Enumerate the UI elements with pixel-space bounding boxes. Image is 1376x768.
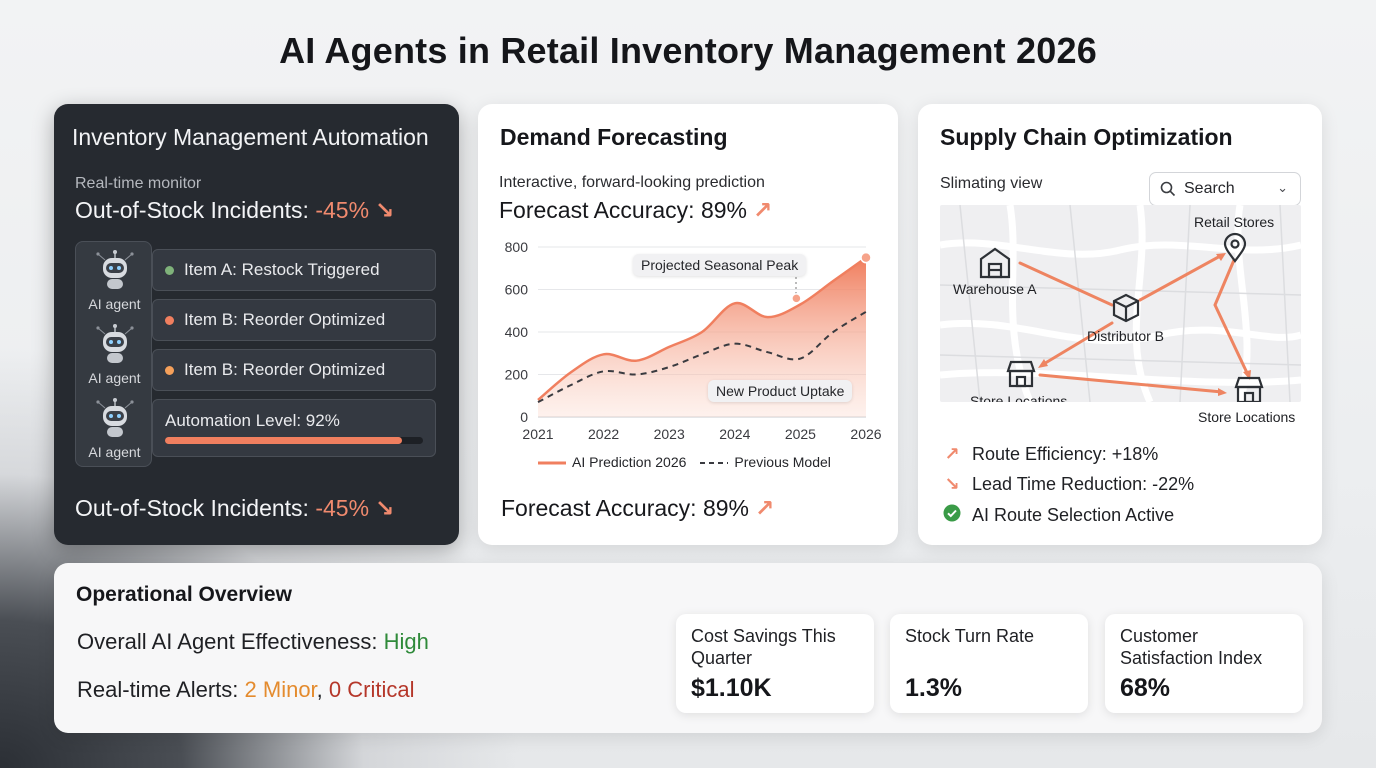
effectiveness-value: High <box>383 629 429 654</box>
automation-level: Automation Level: 92% <box>152 399 436 457</box>
inventory-title: Inventory Management Automation <box>72 124 429 150</box>
metric-ai-route: AI Route Selection Active <box>942 504 1174 527</box>
alerts-critical: 0 Critical <box>328 677 415 702</box>
trend-up-icon: ↗ <box>755 495 775 521</box>
alerts-minor: 2 Minor <box>244 677 317 702</box>
x-tick-label: 2025 <box>785 426 816 442</box>
label-distributor: Distributor B <box>1087 328 1165 344</box>
item-row-3[interactable]: Item B: Reorder Optimized <box>152 349 436 391</box>
item-row-2[interactable]: Item B: Reorder Optimized <box>152 299 436 341</box>
x-tick-label: 2024 <box>719 426 750 442</box>
robot-icon <box>95 324 134 363</box>
callout-seasonal-peak: Projected Seasonal Peak <box>633 254 807 276</box>
status-dot <box>165 315 174 325</box>
x-tick-label: 2022 <box>588 426 619 442</box>
oos-bottom-label: Out-of-Stock Incidents: <box>75 495 309 521</box>
realtime-monitor-label: Real-time monitor <box>75 175 202 192</box>
oos-bottom-value: -45% <box>315 495 370 521</box>
chevron-down-icon: ⌄ <box>1277 180 1288 195</box>
kpi-customer-satisfaction[interactable]: Customer Satisfaction Index 68% <box>1105 614 1303 713</box>
status-dot <box>165 365 174 375</box>
check-circle-icon <box>942 504 962 527</box>
x-tick-label: 2023 <box>654 426 685 442</box>
label-warehouse: Warehouse A <box>953 281 1037 297</box>
page-title: AI Agents in Retail Inventory Management… <box>279 30 1097 71</box>
supply-card: Supply Chain Optimization Slimating view… <box>918 104 1322 545</box>
previous-model-line <box>537 310 867 404</box>
alerts-line: Real-time Alerts: 2 Minor, 0 Critical <box>77 677 415 702</box>
x-tick-label: 2026 <box>850 426 881 442</box>
agent-2[interactable]: AI agent <box>76 322 153 386</box>
forecast-chart: 0 200 400 600 800 2021 2022 2023 2024 2025 2026 <box>505 239 882 442</box>
automation-progress-track <box>165 437 423 444</box>
supply-title: Supply Chain Optimization <box>940 124 1233 150</box>
trend-up-icon: ↗ <box>753 197 773 223</box>
store-icon <box>1006 360 1036 388</box>
search-icon <box>1160 181 1176 197</box>
automation-label: Automation Level: 92% <box>165 411 340 430</box>
forecast-accuracy-bottom: Forecast Accuracy: 89% ↗ <box>501 495 775 521</box>
oos-top: Out-of-Stock Incidents: -45% ↘ <box>75 197 394 224</box>
trend-down-icon: ↘ <box>375 197 395 223</box>
trend-down-icon: ↘ <box>375 495 395 521</box>
legend-ai-prediction: AI Prediction 2026 <box>538 454 687 470</box>
robot-icon <box>95 398 134 437</box>
location-pin-icon <box>1223 232 1247 263</box>
legend-previous-model: Previous Model <box>700 454 831 470</box>
forecast-card: Demand Forecasting Interactive, forward-… <box>478 104 898 545</box>
effectiveness-line: Overall AI Agent Effectiveness: High <box>77 629 429 654</box>
warehouse-icon <box>979 247 1011 279</box>
y-tick-label: 200 <box>505 367 529 383</box>
y-tick-label: 0 <box>520 409 528 425</box>
label-store-left: Store Locations <box>970 393 1068 402</box>
kpi-cost-savings[interactable]: Cost Savings This Quarter $1.10K <box>676 614 874 713</box>
label-retail-stores: Retail Stores <box>1194 214 1275 230</box>
view-label: Slimating view <box>940 175 1043 192</box>
forecast-title: Demand Forecasting <box>500 124 728 150</box>
x-tick-label: 2021 <box>522 426 553 442</box>
agent-1[interactable]: AI agent <box>76 248 153 312</box>
oos-label: Out-of-Stock Incidents: <box>75 197 309 223</box>
ai-prediction-line <box>537 256 867 401</box>
metric-lead-time: ↘ Lead Time Reduction: -22% <box>942 474 1194 495</box>
item-row-1[interactable]: Item A: Restock Triggered <box>152 249 436 291</box>
store-icon <box>1234 376 1264 402</box>
forecast-accuracy-top: Forecast Accuracy: 89% ↗ <box>499 197 773 223</box>
chart-legend: AI Prediction 2026 Previous Model <box>538 454 831 470</box>
ai-prediction-area <box>538 257 866 417</box>
trend-up-icon: ↗ <box>944 444 960 464</box>
metric-route-efficiency: ↗ Route Efficiency: +18% <box>942 444 1158 465</box>
route-map[interactable]: Retail Stores Warehouse A Distributor B … <box>940 205 1301 402</box>
agent-column: AI agent AI agent <box>75 241 152 467</box>
trend-down-icon: ↘ <box>944 474 960 494</box>
end-marker <box>860 251 872 264</box>
y-tick-label: 800 <box>505 239 529 255</box>
agent-3[interactable]: AI agent <box>76 396 153 460</box>
peak-marker <box>791 293 802 304</box>
forecast-subtitle: Interactive, forward-looking prediction <box>499 174 765 191</box>
y-tick-label: 400 <box>505 324 529 340</box>
oos-value: -45% <box>315 197 370 223</box>
ops-title: Operational Overview <box>76 583 292 606</box>
ops-card: Operational Overview Overall AI Agent Ef… <box>54 563 1322 733</box>
label-store-right: Store Locations <box>1198 409 1296 425</box>
automation-progress-fill <box>165 437 403 444</box>
inventory-card: Inventory Management Automation Real-tim… <box>54 104 459 545</box>
kpi-stock-turn[interactable]: Stock Turn Rate 1.3% <box>890 614 1088 713</box>
y-tick-label: 600 <box>505 282 529 298</box>
map-canvas <box>940 205 1301 402</box>
robot-icon <box>95 250 134 289</box>
callout-new-product: New Product Uptake <box>708 380 853 402</box>
search-dropdown[interactable]: Search ⌄ <box>1149 172 1301 206</box>
box-icon <box>1112 293 1140 323</box>
status-dot <box>165 265 174 275</box>
oos-bottom: Out-of-Stock Incidents: -45% ↘ <box>75 495 394 522</box>
